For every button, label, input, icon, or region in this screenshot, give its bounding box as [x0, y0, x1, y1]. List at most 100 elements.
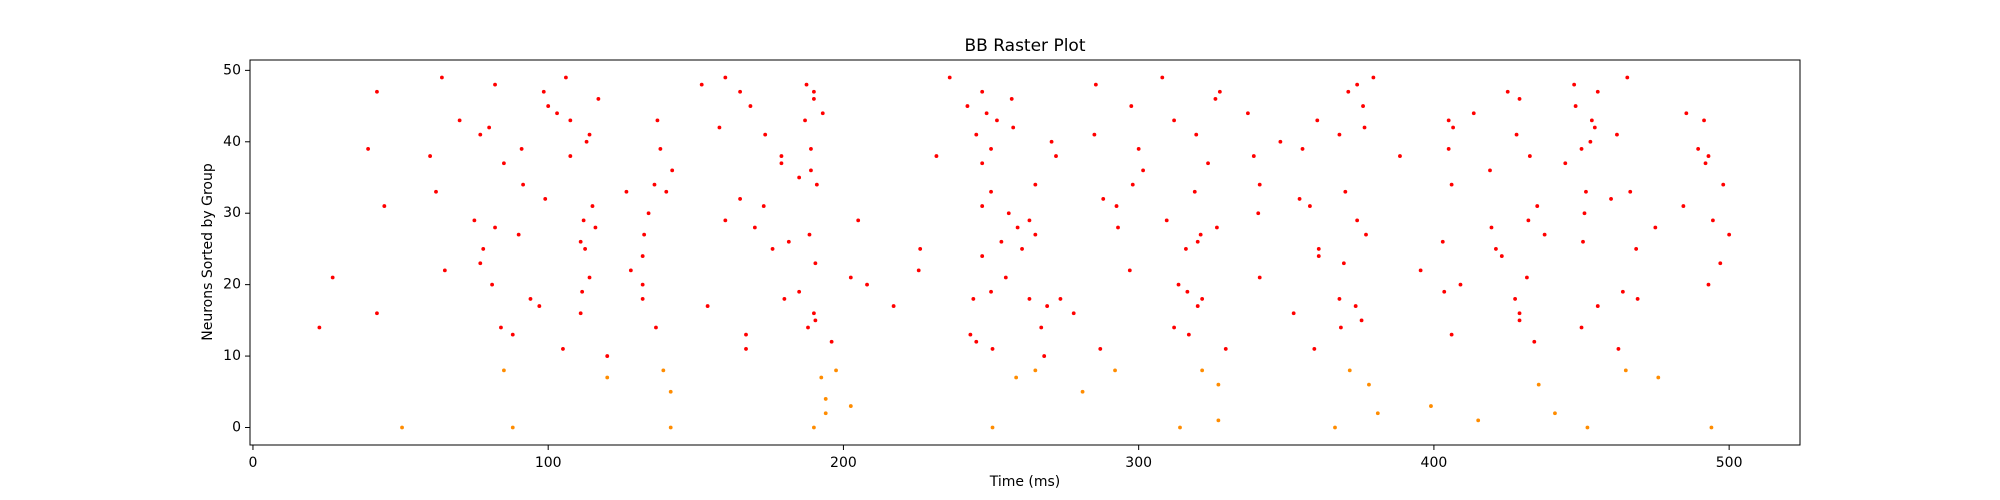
spike: [748, 104, 753, 108]
spike: [1256, 211, 1261, 216]
spike: [1297, 197, 1302, 201]
spike: [1711, 218, 1715, 223]
spike: [1015, 225, 1020, 230]
spike: [1114, 204, 1119, 208]
spike: [1446, 118, 1451, 123]
spike: [400, 425, 404, 430]
spike: [999, 239, 1004, 244]
spike: [779, 154, 784, 158]
spike: [1573, 104, 1578, 108]
spike: [1291, 311, 1296, 316]
spike: [664, 189, 669, 194]
spike: [891, 304, 896, 308]
spike: [1595, 89, 1600, 94]
spike: [1198, 232, 1203, 237]
spike: [974, 132, 979, 137]
spike: [823, 411, 828, 416]
spike: [568, 118, 573, 123]
x-axis-label: Time (ms): [989, 474, 1061, 490]
spike: [1160, 75, 1165, 80]
spike: [1027, 297, 1032, 301]
spike: [521, 182, 525, 187]
spike: [705, 304, 710, 308]
spike: [564, 75, 568, 80]
spike: [502, 161, 506, 166]
spike: [1353, 304, 1358, 308]
spike: [1176, 282, 1181, 287]
spike: [640, 254, 645, 258]
spike: [744, 347, 748, 351]
spike: [1312, 347, 1317, 351]
x-tick-label: 400: [1421, 455, 1448, 471]
spike: [670, 168, 675, 173]
spike: [1054, 154, 1058, 158]
spike: [1206, 161, 1210, 166]
spike: [806, 325, 810, 330]
spike: [1634, 247, 1639, 251]
spike: [820, 111, 825, 116]
spike: [1045, 304, 1050, 308]
spike: [1375, 411, 1380, 416]
spike: [809, 168, 813, 173]
spike: [819, 375, 824, 380]
spike: [487, 125, 492, 130]
spike: [1505, 89, 1510, 94]
spike: [989, 289, 993, 294]
spike: [481, 247, 486, 251]
spike: [1588, 139, 1593, 144]
spike: [1706, 154, 1711, 158]
spike: [1563, 161, 1568, 166]
spike: [1696, 147, 1701, 151]
spike: [848, 404, 853, 408]
spike: [555, 111, 559, 116]
spike: [738, 197, 742, 201]
spike: [490, 282, 494, 287]
spike: [1553, 411, 1557, 416]
spike: [516, 232, 521, 237]
spike: [786, 239, 791, 244]
spike: [593, 225, 598, 230]
spike: [984, 111, 989, 116]
spike: [1595, 304, 1600, 308]
spike: [1116, 225, 1120, 230]
spike: [865, 282, 869, 287]
spike: [990, 425, 995, 430]
spike: [1703, 161, 1708, 166]
spike: [1488, 168, 1492, 173]
spike: [1093, 82, 1098, 87]
spike: [541, 89, 546, 94]
spike: [1216, 418, 1221, 423]
spike: [1721, 182, 1726, 187]
spike: [1653, 225, 1658, 230]
spike: [578, 311, 583, 316]
chart-title: BB Raster Plot: [964, 36, 1085, 56]
y-tick-label: 30: [223, 205, 241, 221]
spike: [510, 332, 515, 337]
spike: [980, 161, 985, 166]
spike: [1572, 82, 1577, 87]
spike: [813, 261, 818, 266]
spike: [543, 197, 548, 201]
spike: [578, 239, 583, 244]
spike: [580, 289, 585, 294]
spike: [989, 147, 993, 151]
spike: [752, 225, 757, 230]
spike: [797, 175, 802, 180]
spike: [1727, 232, 1732, 237]
spike: [1525, 275, 1529, 280]
spike: [1113, 368, 1117, 373]
spike: [807, 232, 812, 237]
spike: [605, 354, 610, 358]
spike: [1451, 125, 1455, 130]
spike: [803, 118, 807, 123]
spike: [1440, 239, 1445, 244]
spike: [1499, 254, 1504, 258]
spike: [1042, 354, 1047, 358]
spike: [1027, 218, 1032, 223]
spike: [502, 368, 506, 373]
spike: [1446, 147, 1451, 151]
spike: [587, 275, 592, 280]
spike: [561, 347, 565, 351]
spike: [1337, 297, 1342, 301]
spike: [1246, 111, 1250, 116]
